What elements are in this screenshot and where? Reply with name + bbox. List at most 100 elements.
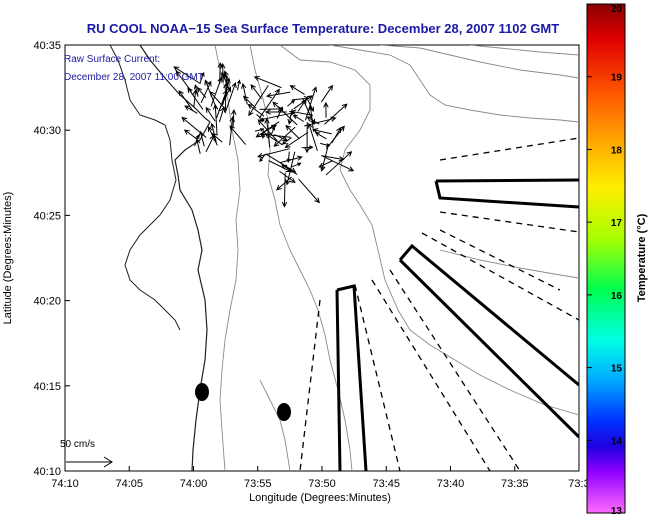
current-vector-arrow [247, 103, 265, 117]
current-vector-arrow [178, 89, 194, 112]
x-tick-label: 73:45 [372, 478, 400, 490]
current-vector-arrow [265, 109, 287, 115]
current-vector-arrow [285, 124, 300, 140]
current-vector-arrow [204, 79, 217, 109]
current-vector-arrow [323, 101, 329, 118]
scale-label: 50 cm/s [60, 439, 95, 450]
current-vector-arrow [318, 160, 333, 168]
x-tick-label: 74:05 [115, 478, 143, 490]
radial-dashed-lines [299, 137, 579, 471]
map-layer [109, 45, 579, 471]
y-tick-label: 40:20 [33, 296, 61, 308]
current-vector-arrow [264, 133, 283, 146]
current-vector-arrow [292, 114, 305, 122]
current-vector-arrow [229, 116, 235, 146]
current-vector-arrow [175, 70, 192, 92]
y-tick-label: 40:15 [33, 381, 61, 393]
current-vector-arrow [268, 160, 292, 173]
current-vector-arrow [217, 62, 223, 84]
current-vector-arrow [301, 145, 314, 150]
current-vector-arrow [279, 170, 296, 184]
current-vector-arrow [290, 162, 302, 168]
colorbar-tick-label: 16 [611, 291, 623, 302]
current-vector-arrow [285, 151, 296, 186]
current-vector-arrow [289, 85, 305, 95]
current-vector-arrow [298, 178, 320, 204]
x-tick-label: 73:55 [244, 478, 272, 490]
x-tick-label: 74:00 [180, 478, 208, 490]
current-vector-arrow [241, 82, 248, 105]
current-vector-arrow [325, 125, 345, 150]
colorbar [586, 3, 626, 514]
current-vector-arrow [192, 89, 198, 107]
buoy-marker [277, 403, 291, 421]
current-vector-arrow [291, 95, 310, 102]
current-label: Raw Surface Current: [64, 54, 160, 65]
x-axis-ticks: 74:10 74:05 74:00 73:55 73:50 73:45 73:40 73:35… [51, 466, 590, 490]
colorbar-tick-label: 18 [611, 145, 623, 156]
current-vector-arrow [264, 117, 271, 148]
current-vector-arrow [250, 84, 262, 99]
current-vector-arrow [230, 108, 237, 128]
colorbar-tick-label: 14 [611, 436, 623, 447]
current-vector-arrow [255, 121, 280, 138]
y-tick-label: 40:10 [33, 466, 61, 478]
colorbar-label: Temperature (°C) [636, 213, 648, 302]
current-vector-arrow [321, 155, 345, 162]
radar-sectors [335, 178, 579, 471]
y-tick-label: 40:30 [33, 125, 61, 137]
current-vector-arrow [218, 86, 232, 112]
buoy-marker [195, 383, 209, 401]
current-vector-arrow [314, 132, 327, 140]
current-vector-arrow [307, 122, 318, 151]
current-vector-arrow [199, 71, 205, 83]
current-vector-arrow [257, 148, 290, 159]
current-vector-arrow [287, 99, 296, 107]
y-axis-label: Latitude (Degrees:Minutes) [2, 192, 14, 325]
x-tick-label: 73:50 [308, 478, 336, 490]
scale-arrow [66, 456, 113, 468]
colorbar-tick-label: 20 [611, 4, 623, 15]
current-vector-arrow [322, 155, 355, 172]
current-vector-arrow [324, 103, 348, 125]
current-vectors [173, 62, 355, 208]
plot-area [64, 44, 580, 472]
current-date-label: December 28, 2007 11:00 GMT [64, 72, 204, 83]
current-vector-arrow [276, 176, 293, 191]
current-vector-arrow [223, 73, 229, 87]
colorbar-tick-label: 15 [611, 364, 623, 375]
x-tick-label: 73:3 [568, 478, 589, 490]
x-tick-label: 74:10 [51, 478, 79, 490]
current-vector-arrow [286, 151, 291, 163]
current-vector-arrow [183, 129, 198, 140]
y-tick-label: 40:25 [33, 210, 61, 222]
inner-shore [109, 45, 181, 331]
current-vector-arrow [187, 87, 204, 110]
current-vector-arrow [290, 109, 314, 116]
current-vector-arrow [210, 122, 217, 143]
current-vector-arrow [236, 79, 241, 91]
current-vector-arrow [194, 134, 200, 147]
y-axis-ticks: 40:35 40:30 40:25 40:20 40:15 40:10 [33, 40, 70, 478]
current-vector-arrow [211, 132, 223, 143]
coastline [139, 45, 211, 471]
current-vector-arrow [224, 81, 237, 114]
colorbar-ticks: 20 19 18 17 16 15 14 13 [587, 3, 623, 517]
current-vector-arrow [259, 106, 284, 112]
current-vector-arrow [256, 114, 265, 122]
current-vector-arrow [220, 62, 226, 82]
current-vector-arrow [184, 105, 198, 114]
current-vector-arrow [173, 66, 201, 85]
current-vector-arrow [242, 95, 257, 109]
colorbar-tick-label: 13 [611, 506, 623, 517]
colorbar-tick-label: 17 [611, 218, 623, 229]
current-vector-arrow [284, 131, 309, 148]
colorbar-tick-label: 19 [611, 73, 623, 84]
y-tick-label: 40:35 [33, 40, 61, 52]
current-vector-arrow [200, 80, 212, 104]
current-vector-arrow [279, 155, 303, 164]
x-tick-label: 73:35 [501, 478, 529, 490]
current-vector-arrow [253, 75, 282, 89]
current-vector-arrow [205, 106, 216, 122]
current-vector-arrow [258, 88, 280, 119]
